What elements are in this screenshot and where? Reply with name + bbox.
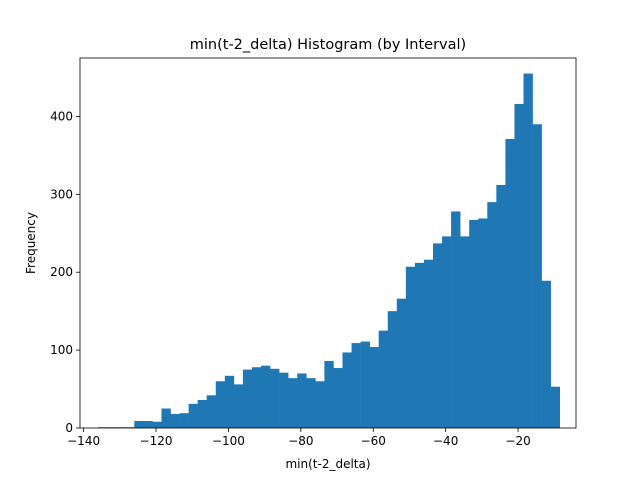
x-tick-label: −140 — [67, 434, 100, 448]
histogram-bar — [532, 124, 542, 429]
histogram-bar — [161, 408, 171, 428]
histogram-bar — [487, 202, 497, 428]
y-tick-label: 300 — [50, 187, 73, 201]
x-tick-label: −20 — [505, 434, 530, 448]
histogram-bar — [414, 262, 425, 428]
y-tick-label: 200 — [50, 265, 73, 279]
histogram-bar — [478, 218, 488, 428]
histogram-bar — [405, 266, 416, 428]
histogram-bar — [324, 361, 334, 428]
histogram-bar — [333, 368, 343, 428]
x-tick-label: −120 — [140, 434, 173, 448]
histogram-bar — [342, 352, 352, 428]
y-tick-label: 0 — [65, 421, 73, 435]
histogram-bar — [134, 420, 144, 428]
chart-title: min(t-2_delta) Histogram (by Interval) — [190, 37, 466, 53]
histogram-bar — [224, 375, 235, 428]
y-tick-label: 400 — [50, 109, 73, 123]
histogram-bar — [550, 386, 561, 428]
histogram-bar — [306, 378, 316, 428]
histogram-bar — [215, 381, 226, 428]
histogram-bar — [288, 378, 298, 428]
histogram-bar — [297, 373, 307, 428]
x-tick-label: −100 — [212, 434, 245, 448]
histogram-bar — [351, 343, 361, 428]
histogram-bar — [242, 369, 253, 428]
x-axis-ticks: −140 −120 −100 −80 −60 −40 −20 — [67, 428, 531, 448]
histogram-bar — [396, 298, 407, 428]
x-tick-label: −60 — [361, 434, 386, 448]
x-tick-label: −40 — [433, 434, 458, 448]
histogram-bar — [378, 330, 389, 428]
histogram-bar — [514, 103, 524, 429]
y-axis-ticks: 0 100 200 300 400 — [50, 109, 80, 435]
histogram-bar — [505, 139, 515, 428]
histogram-bar — [442, 236, 452, 428]
plot-area-frame — [79, 57, 577, 429]
histogram-bar — [251, 367, 262, 428]
histogram-bar — [315, 381, 325, 428]
histogram-bar — [143, 420, 153, 428]
histogram-bar — [432, 243, 443, 428]
histogram-bar — [469, 220, 479, 428]
histogram-bar — [451, 211, 461, 428]
histogram-bars — [98, 73, 561, 429]
histogram-bar — [206, 395, 217, 428]
histogram-bar — [270, 368, 280, 428]
histogram-bar — [541, 280, 551, 428]
histogram-bar — [360, 341, 370, 428]
histogram-bar — [496, 184, 506, 428]
histogram-bar — [233, 384, 244, 428]
histogram-bar — [170, 413, 180, 428]
y-axis-label: Frequency — [24, 212, 38, 274]
histogram-bar — [387, 311, 398, 428]
histogram-bar — [188, 403, 198, 428]
histogram-bar — [423, 259, 434, 428]
histogram-bar — [152, 421, 162, 428]
histogram-bar — [261, 365, 271, 428]
x-axis-label: min(t-2_delta) — [285, 457, 370, 471]
histogram-bar — [179, 413, 189, 428]
x-tick-label: −80 — [288, 434, 313, 448]
y-tick-label: 100 — [50, 343, 73, 357]
histogram-bar — [197, 399, 208, 428]
histogram-bar — [279, 372, 289, 428]
histogram-bar — [523, 73, 533, 428]
histogram-bar — [369, 346, 379, 428]
histogram-bar — [460, 236, 470, 428]
